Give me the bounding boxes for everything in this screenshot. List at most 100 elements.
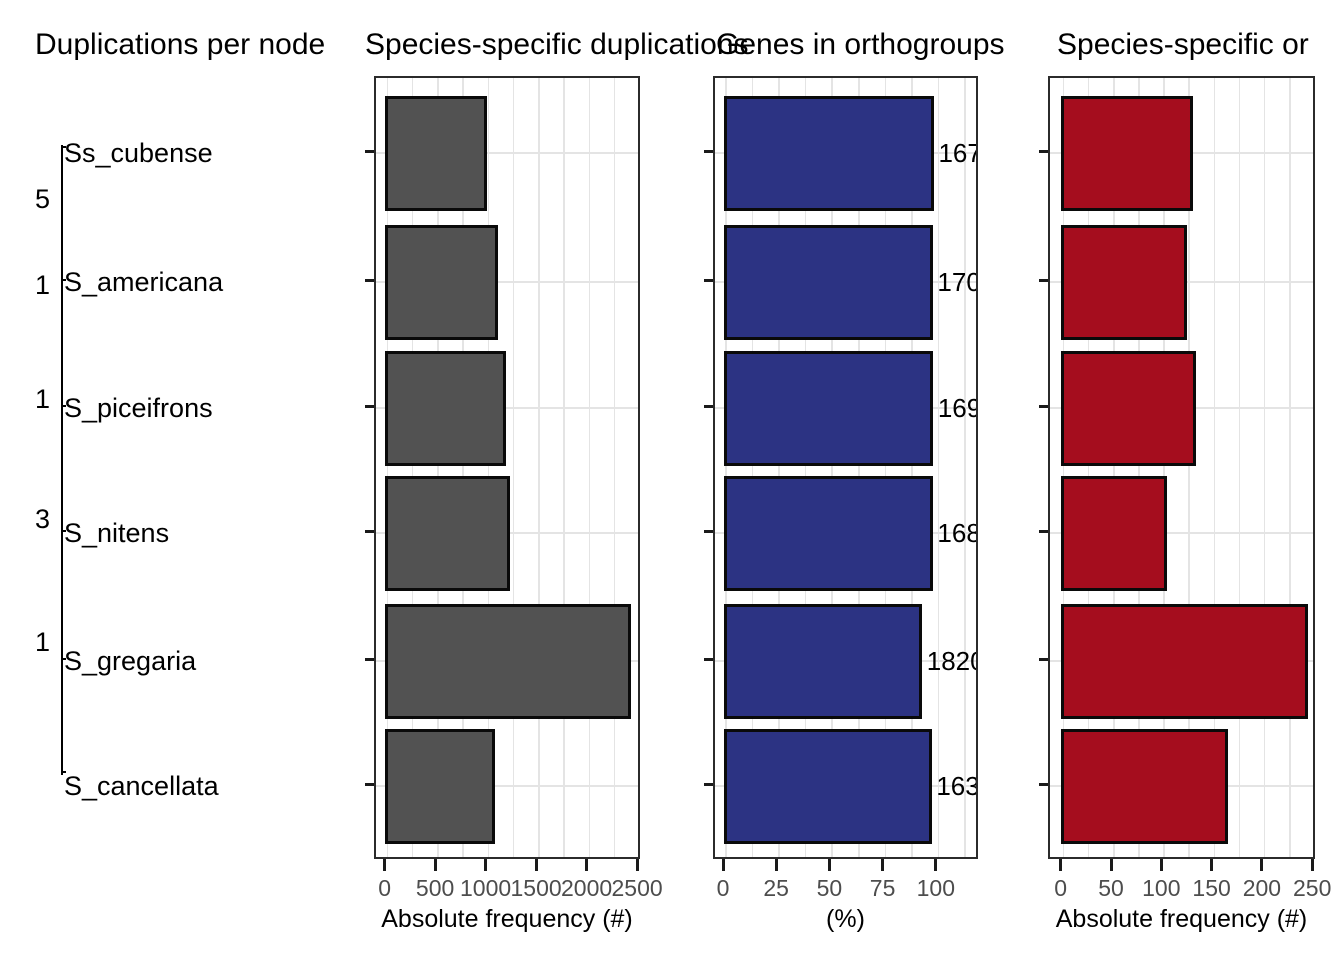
bar-S_americana xyxy=(385,224,499,340)
tree-tip-label-Ss_cubense: Ss_cubense xyxy=(64,138,213,168)
bar-S_americana xyxy=(723,224,933,340)
bar-S_gregaria xyxy=(723,603,923,719)
tree-tip-label-S_gregaria: S_gregaria xyxy=(64,646,197,676)
x-axis-tick-label: 0 xyxy=(716,875,730,901)
tree-tip-label-S_americana: S_americana xyxy=(64,267,224,297)
tree-node-label: 5 xyxy=(34,184,50,214)
gridline-vertical xyxy=(563,78,565,857)
y-axis-tick xyxy=(1039,404,1048,408)
gridline-vertical xyxy=(725,78,727,857)
bar-value-label: 1680 xyxy=(937,518,976,548)
gridline-vertical xyxy=(386,78,389,857)
gridline-vertical xyxy=(1263,78,1266,857)
x-axis-tick xyxy=(484,859,488,871)
y-axis-tick xyxy=(365,149,374,153)
x-axis-tick xyxy=(1210,859,1214,871)
y-axis-tick xyxy=(704,529,713,533)
tree-tip-label-S_piceifrons: S_piceifrons xyxy=(64,393,213,423)
chart-panel-3 xyxy=(1048,76,1315,859)
x-axis-title: Absolute frequency (#) xyxy=(1055,905,1308,933)
x-axis-tick xyxy=(433,859,437,871)
gridline-vertical xyxy=(751,78,754,857)
x-axis-tick-label: 200 xyxy=(1242,875,1282,901)
gridline-horizontal xyxy=(376,407,638,409)
tree-branch-stub xyxy=(61,771,66,773)
bar-Ss_cubense xyxy=(385,95,487,211)
gridline-vertical xyxy=(778,78,780,857)
x-axis-tick xyxy=(1059,859,1063,871)
y-axis-tick xyxy=(1039,278,1048,282)
bar-S_nitens xyxy=(723,475,933,591)
gridline-horizontal xyxy=(1050,532,1313,534)
x-axis-tick xyxy=(585,859,589,871)
x-axis-tick-label: 25 xyxy=(763,875,789,901)
y-axis-tick xyxy=(704,782,713,786)
gridline-vertical xyxy=(1138,78,1140,857)
gridline-horizontal xyxy=(376,785,638,787)
tree-branch-stub xyxy=(61,658,66,660)
title-species-specific-duplications: Species-specific duplications xyxy=(365,28,749,61)
gridline-vertical xyxy=(964,78,966,857)
x-axis-tick-label: 0 xyxy=(378,875,391,901)
gridline-vertical xyxy=(1113,78,1115,857)
x-axis-tick-label: 250 xyxy=(1293,875,1332,901)
gridline-vertical xyxy=(437,78,439,857)
x-axis-tick-label: 1000 xyxy=(460,875,512,901)
bar-S_americana xyxy=(1061,224,1187,340)
gridline-vertical xyxy=(538,78,540,857)
tree-spine xyxy=(61,145,63,775)
gridline-vertical xyxy=(411,78,414,857)
gridline-vertical xyxy=(462,78,464,857)
y-axis-tick xyxy=(704,149,713,153)
gridline-horizontal xyxy=(376,281,638,283)
x-axis-title: (%) xyxy=(826,905,865,933)
bar-value-label: 1820 xyxy=(926,646,976,676)
gridline-vertical xyxy=(1188,78,1190,857)
x-axis-tick-label: 150 xyxy=(1192,875,1231,901)
x-axis-tick xyxy=(881,859,885,871)
y-axis-tick xyxy=(1039,782,1048,786)
bar-value-label: 1690 xyxy=(937,393,976,423)
gridline-vertical xyxy=(1213,78,1216,857)
x-axis-tick-label: 500 xyxy=(415,875,455,901)
bar-S_nitens xyxy=(385,475,511,591)
tree-tip-label-S_cancellata: S_cancellata xyxy=(64,771,219,801)
y-axis-tick xyxy=(365,404,374,408)
tree-node-label: 1 xyxy=(34,384,50,414)
gridline-vertical xyxy=(884,78,887,857)
bar-value-label: 1700 xyxy=(937,267,976,297)
bar-S_cancellata xyxy=(385,728,496,844)
chart-panel-1 xyxy=(374,76,640,859)
x-axis-tick xyxy=(827,859,831,871)
gridline-vertical xyxy=(1238,78,1241,857)
y-axis-tick xyxy=(1039,529,1048,533)
x-axis-tick-label: 75 xyxy=(869,875,896,901)
x-axis-tick xyxy=(1310,859,1314,871)
bar-Ss_cubense xyxy=(723,95,934,211)
gridline-vertical xyxy=(487,78,490,857)
bar-value-label: 1630 xyxy=(936,771,976,801)
gridline-vertical xyxy=(1062,78,1065,857)
gridline-vertical xyxy=(588,78,591,857)
chart-panel-2: 1670 1700 1690 1680 1820 1630 xyxy=(713,76,978,859)
title-genes-in-orthogroups: Genes in orthogroups xyxy=(716,28,1005,61)
bar-S_cancellata xyxy=(1061,728,1229,844)
x-axis-tick xyxy=(1109,859,1113,871)
gridline-vertical xyxy=(858,78,860,857)
y-axis-tick xyxy=(365,278,374,282)
x-axis-tick-label: 0 xyxy=(1054,875,1068,901)
y-axis-tick xyxy=(1039,149,1048,153)
tree-node-label: 3 xyxy=(34,504,50,534)
tree-branch-stub xyxy=(61,530,66,532)
y-axis-tick xyxy=(365,782,374,786)
tree-branch-stub xyxy=(61,146,66,148)
x-axis-tick xyxy=(383,859,387,871)
tree-branch-stub xyxy=(61,405,66,407)
tree-tip-label-S_nitens: S_nitens xyxy=(64,518,170,548)
tree-node-label: 1 xyxy=(34,627,50,657)
y-axis-tick xyxy=(704,278,713,282)
gridline-horizontal xyxy=(376,152,638,154)
gridline-vertical xyxy=(512,78,515,857)
gridline-vertical xyxy=(804,78,807,857)
